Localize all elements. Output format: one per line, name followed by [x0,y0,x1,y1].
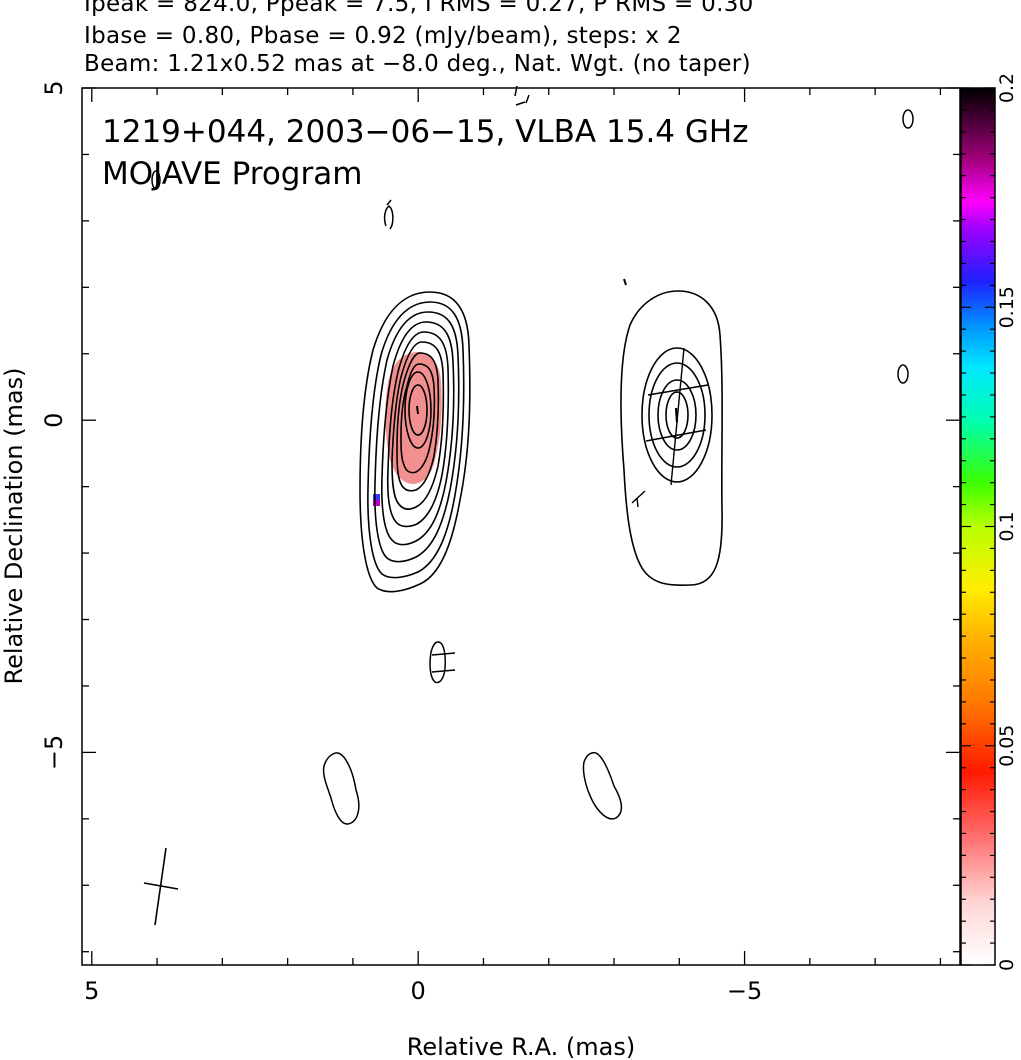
colorbar-tick-label: 0.15 [996,286,1018,328]
polarized-spot-magenta [373,500,380,506]
x-tick-label: 0 [411,977,426,1005]
core-contour-4 [381,321,455,546]
south-contour-east [582,752,623,820]
south-contour-west [322,752,360,825]
core-contour-3 [374,311,460,563]
core-contour-6 [391,341,445,510]
core-contour-7 [396,352,440,492]
colorbar-ticks [961,87,995,966]
colorbar-tick-label: 0.1 [996,511,1018,541]
jet-contour-4 [657,379,697,451]
y-axis-label: Relative Declination (mas) [0,367,28,684]
noise-contours [151,85,914,825]
header-line-3: Beam: 1.21x0.52 mas at −8.0 deg., Nat. W… [84,51,751,77]
core-contour-5 [386,331,450,528]
south-center-vectors [431,652,456,673]
colorbar-tick-label: 0.2 [996,73,1018,103]
colorbar-tick-label: 0 [996,959,1018,971]
noise-contour-top [514,85,530,106]
plot-subtitle: MOJAVE Program [102,156,362,192]
noise-tick-north [386,199,392,206]
core-contour-9 [404,371,432,449]
plot-frame [81,87,961,966]
south-contour-center [429,641,446,684]
header-line-2: Ibase = 0.80, Pbase = 0.92 (mJy/beam), s… [84,23,682,49]
noise-contour-east [897,364,909,384]
header-line-1: Ipeak = 824.0, Ppeak = 7.5, I RMS = 0.27… [84,0,754,17]
core-contours [359,291,471,593]
y-tick-label: 0 [40,413,68,428]
x-tick-label: 5 [84,977,99,1005]
core-contour-1 [359,291,471,593]
noise-dot [623,278,627,286]
y-tick-labels: 5 0 −5 [40,80,68,770]
core-contour-8 [400,363,436,474]
core-contour-10 [408,384,428,436]
jet-polarization-vectors [631,347,709,508]
colorbar-labels: 0 0.05 0.1 0.15 0.2 [996,73,1018,971]
y-tick-label: −5 [40,735,68,770]
y-axis-ticks [82,87,960,953]
colorbar-tick-label: 0.05 [996,725,1018,767]
x-axis-label: Relative R.A. (mas) [407,1033,635,1060]
noise-contour-north [383,205,394,230]
jet-contour-3 [648,362,706,468]
core-contour-2 [367,301,465,579]
y-tick-label: 5 [40,80,68,95]
jet-contour-2 [641,347,713,483]
jet-contour-5 [665,391,689,439]
jet-contours [620,290,723,587]
x-tick-label: −5 [727,977,762,1005]
beam-marker [143,847,179,926]
plot-title: 1219+044, 2003−06−15, VLBA 15.4 GHz [102,114,748,150]
x-axis-ticks [91,88,942,965]
noise-contour-west [151,170,161,190]
noise-contour-ne [902,109,914,129]
core-peak-marker [416,405,419,415]
x-tick-labels: 5 0 −5 [84,977,762,1005]
jet-contour-1 [620,290,723,587]
